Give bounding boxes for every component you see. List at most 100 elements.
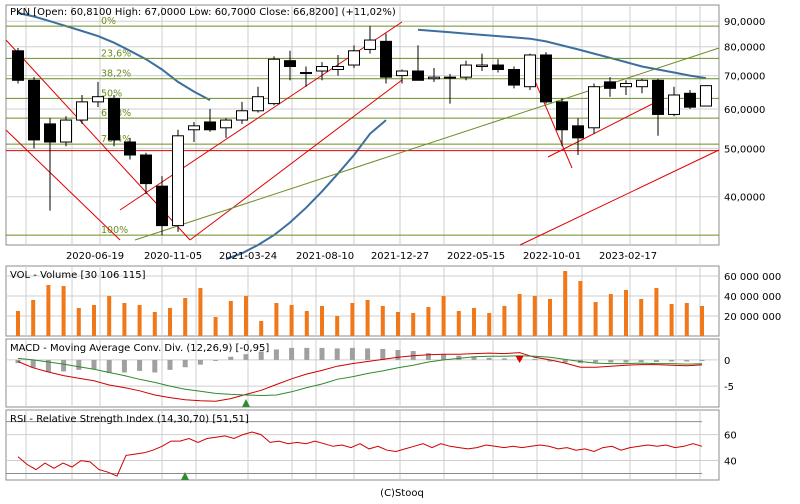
candle-body-30 — [492, 64, 504, 71]
macd-panel-frame — [5, 338, 720, 408]
volume-bar-44 — [684, 303, 689, 336]
macd-histogram-bar-27 — [425, 353, 431, 360]
macd-histogram-bar-1 — [30, 359, 36, 368]
macd-histogram-bar-30 — [471, 356, 477, 360]
candle-body-37 — [604, 81, 616, 89]
macd-histogram-bar-39 — [608, 359, 614, 363]
macd-histogram-bar-18 — [289, 347, 295, 360]
price-x-tick-1: 2020-11-05 — [144, 251, 202, 262]
trendline-1 — [5, 129, 121, 241]
price-y-tick-5: 40,0000 — [724, 193, 765, 204]
price-y-tick-0: 90,0000 — [724, 17, 765, 28]
macd-histogram-bar-32 — [501, 358, 507, 360]
candle-body-15 — [252, 96, 264, 112]
price-panel-frame — [5, 4, 720, 246]
volume-bar-6 — [107, 296, 112, 336]
macd-histogram-bar-44 — [684, 359, 690, 362]
fibonacci-levels: 0%23,6%38,2%50%61,8%76,4%100% — [6, 16, 719, 236]
fib-label-0: 0% — [101, 16, 116, 27]
rsi-lines — [17, 431, 703, 477]
rsi-y-tick-0: 60 — [724, 431, 737, 442]
rsi-panel: 60 40 RSI - Relative Strength Index (14,3… — [5, 409, 737, 481]
trendline-4 — [134, 47, 720, 241]
candle-body-13 — [220, 119, 232, 129]
candle-body-20 — [332, 66, 344, 71]
candle-body-5 — [92, 96, 104, 103]
candle-body-6 — [108, 97, 120, 141]
candle-body-19 — [316, 66, 328, 72]
macd-histogram-bar-14 — [228, 356, 234, 360]
candle-body-23 — [380, 40, 392, 78]
macd-grid — [6, 339, 719, 407]
macd-histogram-bar-25 — [395, 349, 401, 360]
volume-bar-38 — [593, 302, 598, 336]
macd-sell-marker-0 — [515, 356, 524, 363]
volume-bar-27 — [426, 307, 431, 336]
macd-histogram-bar-2 — [45, 359, 51, 372]
macd-histogram-bar-9 — [152, 359, 158, 373]
price-y-tick-2: 70,0000 — [724, 72, 765, 83]
volume-bar-14 — [228, 301, 233, 336]
macd-histogram-bar-6 — [106, 359, 112, 373]
volume-bar-35 — [548, 299, 552, 336]
macd-panel: 0 -5 MACD - Moving Average Conv. Div. (12… — [5, 338, 734, 408]
macd-histogram-bar-11 — [182, 359, 188, 368]
candle-body-36 — [588, 86, 600, 129]
macd-histogram-bar-21 — [334, 348, 340, 360]
volume-panel-title: VOL - Volume [30 106 115] — [10, 270, 146, 281]
price-axis-ticks: 90,0000 80,0000 70,0000 60,0000 50,0000 40,00… — [66, 17, 765, 262]
volume-bar-18 — [289, 305, 294, 336]
volume-bar-39 — [608, 294, 613, 336]
volume-y-tick-1: 40 000 000 — [724, 292, 781, 303]
macd-histogram-bar-3 — [61, 359, 67, 372]
macd-y-tick-1: -5 — [724, 382, 734, 393]
volume-panel: 60 000 000 40 000 000 20 000 000 VOL - Vol… — [5, 265, 781, 337]
volume-bar-40 — [624, 290, 628, 336]
macd-line — [17, 352, 703, 402]
macd-lines — [17, 352, 703, 402]
macd-histogram-bar-43 — [669, 359, 675, 362]
candle-body-16 — [268, 58, 280, 105]
volume-bar-30 — [472, 308, 476, 336]
volume-bar-37 — [578, 281, 583, 336]
fib-label-2: 38,2% — [101, 69, 131, 80]
volume-bar-2 — [46, 285, 51, 336]
macd-histogram-bar-5 — [91, 359, 97, 370]
volume-bar-34 — [532, 296, 537, 336]
macd-histogram-bar-36 — [562, 359, 568, 363]
macd-histogram-bar-29 — [456, 355, 462, 360]
fib-label-6: 100% — [101, 225, 128, 236]
trendline-7 — [519, 149, 720, 246]
volume-bar-22 — [350, 303, 355, 336]
price-x-tick-3: 2021-08-10 — [296, 251, 354, 262]
candle-body-28 — [460, 64, 472, 78]
candle-body-10 — [172, 135, 184, 227]
volume-bar-0 — [16, 311, 20, 336]
volume-bar-28 — [441, 296, 446, 336]
volume-bar-16 — [259, 321, 264, 336]
candle-body-7 — [124, 141, 136, 156]
price-x-tick-6: 2022-10-01 — [523, 251, 581, 262]
volume-bar-15 — [244, 296, 248, 336]
candle-body-9 — [156, 185, 168, 227]
volume-bar-12 — [198, 288, 203, 336]
candle-body-18 — [300, 72, 312, 75]
price-x-tick-7: 2023-02-17 — [599, 251, 657, 262]
candle-body-41 — [668, 94, 680, 115]
macd-histogram-bar-16 — [258, 351, 264, 360]
fib-label-1: 23,6% — [101, 48, 131, 59]
price-y-tick-3: 60,0000 — [724, 105, 765, 116]
volume-bar-17 — [274, 303, 279, 336]
candle-body-17 — [284, 60, 296, 68]
price-moving-averages — [17, 12, 707, 260]
macd-markers — [242, 356, 524, 407]
macd-histogram-bar-24 — [380, 348, 386, 360]
volume-bar-45 — [700, 306, 704, 336]
macd-histogram-bar-40 — [623, 359, 629, 363]
macd-histogram-bar-19 — [304, 347, 310, 360]
macd-histogram-bar-31 — [486, 357, 492, 360]
candle-body-31 — [508, 69, 520, 86]
macd-histogram-bar-12 — [197, 359, 203, 365]
candle-body-32 — [524, 54, 536, 88]
